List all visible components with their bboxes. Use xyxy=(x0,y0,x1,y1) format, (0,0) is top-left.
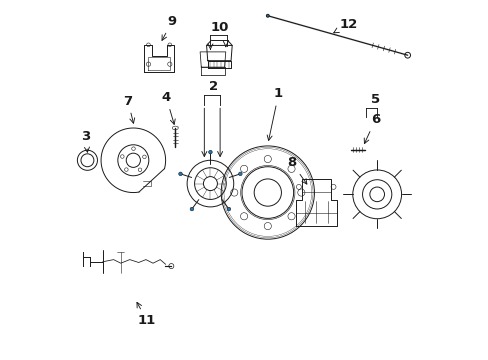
Text: 3: 3 xyxy=(81,130,90,152)
Circle shape xyxy=(226,207,230,211)
Circle shape xyxy=(238,172,242,176)
Text: 5: 5 xyxy=(370,93,379,106)
Text: 10: 10 xyxy=(210,21,228,34)
Text: 1: 1 xyxy=(266,87,283,140)
Text: 8: 8 xyxy=(286,156,306,184)
Circle shape xyxy=(266,14,269,17)
Text: 12: 12 xyxy=(333,18,357,33)
Circle shape xyxy=(178,172,182,176)
Text: 6: 6 xyxy=(364,113,379,144)
Text: 9: 9 xyxy=(162,15,176,40)
Text: 2: 2 xyxy=(209,80,218,93)
Text: 7: 7 xyxy=(123,95,134,123)
Circle shape xyxy=(190,207,193,211)
Text: 11: 11 xyxy=(137,302,156,327)
Circle shape xyxy=(208,150,212,154)
Text: 4: 4 xyxy=(162,91,175,124)
